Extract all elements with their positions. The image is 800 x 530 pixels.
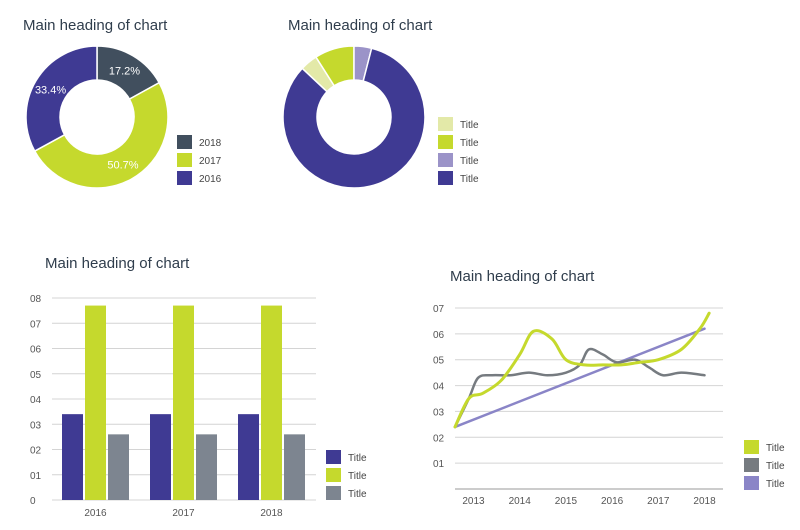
bars	[62, 305, 305, 500]
x-tick-label: 2017	[172, 508, 195, 519]
y-tick-label: 04	[30, 395, 42, 406]
legend-swatch	[177, 135, 192, 149]
donut-slices	[25, 45, 169, 189]
legend-swatch	[177, 153, 192, 167]
legend-swatch	[744, 476, 759, 490]
y-tick-label: 03	[30, 420, 42, 431]
legend-swatch	[744, 440, 759, 454]
y-tick-label: 01	[30, 471, 42, 482]
legend-label: Title	[766, 479, 785, 490]
bar	[196, 434, 217, 500]
legend-label: Title	[348, 489, 367, 500]
legend-label: Title	[766, 461, 785, 472]
legend-label: Title	[460, 156, 479, 167]
legend: Title Title Title	[744, 440, 785, 490]
x-tick-label: 2017	[647, 496, 670, 507]
legend-label: Title	[766, 443, 785, 454]
y-tick-label: 02	[30, 446, 42, 457]
x-tick-label: 2018	[260, 508, 283, 519]
series-line	[453, 311, 711, 429]
legend-swatch	[326, 450, 341, 464]
donut-chart-2: Main heading of chart TitleTitleTitleTit…	[282, 17, 479, 189]
x-tick-label: 2014	[509, 496, 532, 507]
chart-title: Main heading of chart	[450, 268, 595, 285]
legend-swatch	[326, 468, 341, 482]
legend-swatch	[438, 117, 453, 131]
legend-swatch	[744, 458, 759, 472]
y-axis: 0 01 02 03 04 05 06 07 08	[30, 294, 42, 507]
y-tick-label: 02	[433, 433, 445, 444]
legend-label: 2018	[199, 138, 222, 149]
y-tick-label: 07	[30, 319, 42, 330]
chart-title: Main heading of chart	[288, 17, 433, 34]
legend-label: Title	[460, 138, 479, 149]
bar	[284, 434, 305, 500]
legend-swatch	[438, 135, 453, 149]
bar	[238, 414, 259, 500]
x-tick-label: 2018	[693, 496, 716, 507]
x-tick-label: 2013	[462, 496, 485, 507]
slice-value-label: 33.4%	[35, 84, 66, 96]
x-tick-label: 2016	[601, 496, 624, 507]
legend-label: Title	[460, 174, 479, 185]
x-axis: 2016 2017 2018	[84, 508, 283, 519]
y-tick-label: 08	[30, 294, 42, 305]
donut-slice	[282, 47, 426, 189]
legend-swatch	[326, 486, 341, 500]
line-chart: Main heading of chart 01 02 03 04 05 06 07 201…	[433, 268, 785, 507]
legend-swatch	[177, 171, 192, 185]
bar	[261, 305, 282, 500]
y-tick-label: 05	[30, 370, 42, 381]
y-tick-label: 03	[433, 407, 445, 418]
legend: Title Title Title	[326, 450, 367, 500]
bar	[173, 305, 194, 500]
bar	[150, 414, 171, 500]
legend: 2018 2017 2016	[177, 135, 222, 185]
legend-label: Title	[348, 453, 367, 464]
bar	[62, 414, 83, 500]
chart-title: Main heading of chart	[45, 255, 190, 272]
slice-value-label: 17.2%	[109, 66, 140, 78]
y-tick-label: 04	[433, 382, 445, 393]
y-axis: 01 02 03 04 05 06 07	[433, 304, 445, 470]
legend-label: Title	[348, 471, 367, 482]
series-line	[453, 327, 706, 429]
y-tick-label: 06	[30, 345, 42, 356]
y-tick-label: 06	[433, 330, 445, 341]
x-axis: 2013 2014 2015 2016 2017 2018	[462, 496, 716, 507]
bar	[108, 434, 129, 500]
y-tick-label: 01	[433, 459, 445, 470]
donut-slices	[282, 45, 426, 189]
legend-label: 2016	[199, 174, 222, 185]
legend: Title Title Title Title	[438, 117, 479, 185]
donut-slice	[33, 81, 169, 189]
legend-label: Title	[460, 120, 479, 131]
bar-chart: Main heading of chart 00102030405060708 …	[30, 255, 367, 519]
y-tick-label: 05	[433, 356, 445, 367]
slice-value-label: 50.7%	[107, 159, 138, 171]
grid	[455, 307, 723, 490]
y-tick-label: 0	[30, 496, 36, 507]
y-tick-label: 07	[433, 304, 445, 315]
legend-label: 2017	[199, 156, 222, 167]
donut-chart-1: Main heading of chart 17.2% 50.7% 33.4% 20…	[23, 17, 222, 189]
legend-swatch	[438, 153, 453, 167]
x-tick-label: 2016	[84, 508, 107, 519]
chart-title: Main heading of chart	[23, 17, 168, 34]
donut-value-labels: 17.2% 50.7% 33.4%	[35, 66, 140, 172]
bar	[85, 305, 106, 500]
donut-slice	[25, 45, 98, 153]
series-lines	[453, 311, 711, 429]
x-tick-label: 2015	[555, 496, 578, 507]
legend-swatch	[438, 171, 453, 185]
